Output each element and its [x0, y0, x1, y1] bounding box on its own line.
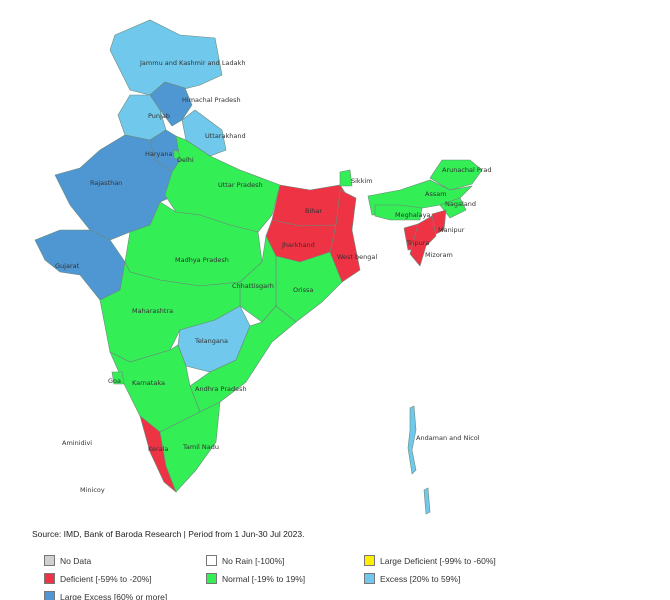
region-gujarat: [34, 229, 126, 301]
legend-label: Large Excess [60% or more]: [60, 591, 168, 600]
legend-item-no-rain: No Rain [-100%]: [206, 555, 284, 566]
region-sikkim: [339, 169, 353, 187]
legend-item-large-deficient: Large Deficient [-99% to -60%]: [364, 555, 496, 566]
region-label-tamil-nadu: Tamil Nadu: [182, 443, 219, 451]
region-label-punjab: Punjab: [148, 112, 170, 120]
region-label-telangana: Telangana: [194, 337, 228, 345]
legend-swatch: [364, 555, 375, 566]
region-label-haryana: Haryana: [145, 150, 172, 158]
region-karnataka: [109, 344, 201, 433]
source-note: Source: IMD, Bank of Baroda Research | P…: [32, 529, 305, 539]
region-label-orissa: Orissa: [293, 286, 313, 294]
legend-label: Large Deficient [-99% to -60%]: [380, 555, 496, 566]
legend-label: No Data: [60, 555, 92, 566]
region-label-andaman-and-nicol: Andaman and Nicol: [416, 434, 480, 442]
legend-label: Excess [20% to 59%]: [380, 573, 461, 584]
legend-swatch: [206, 555, 217, 566]
region-tamil-nadu: [159, 401, 221, 493]
legend-label: Deficient [-59% to -20%]: [60, 573, 152, 584]
region-label-madhya-pradesh: Madhya Pradesh: [175, 256, 229, 264]
region-label-aminidivi: Aminidivi: [62, 439, 92, 447]
region-andaman-and-nicol: [423, 487, 431, 515]
region-label-assam: Assam: [425, 190, 447, 198]
region-label-meghalaya: Meghalaya: [395, 211, 430, 219]
legend-item-large-excess: Large Excess [60% or more]: [44, 591, 167, 600]
legend-item-deficient: Deficient [-59% to -20%]: [44, 573, 152, 584]
region-label-jammu-and-kashmir-and-ladakh: Jammu and Kashmir and Ladakh: [139, 59, 245, 67]
region-mizoram: [409, 215, 437, 267]
region-meghalaya: [374, 204, 423, 221]
region-andhra-pradesh: [189, 305, 297, 413]
legend-item-normal: Normal [-19% to 19%]: [206, 573, 305, 584]
region-label-west-bengal: West bengal: [337, 253, 377, 261]
legend-swatch: [206, 573, 217, 584]
legend-swatch: [364, 573, 375, 584]
region-label-tripura: Tripura: [406, 239, 429, 247]
region-label-arunachal-prad: Arunachal Prad: [442, 166, 491, 174]
legend-label: No Rain [-100%]: [222, 555, 285, 566]
region-label-uttar-pradesh: Uttar Pradesh: [218, 181, 263, 189]
region-label-andhra-pradesh: Andhra Pradesh: [195, 385, 247, 393]
region-label-kerala: Kerala: [148, 445, 168, 453]
legend-item-excess: Excess [20% to 59%]: [364, 573, 460, 584]
region-label-nagaland: Nagaland: [445, 200, 476, 208]
region-andaman-and-nicol: [407, 405, 417, 475]
region-nagaland: [439, 197, 467, 219]
region-label-chhattisgarh: Chhattisgarh: [232, 282, 274, 290]
legend-swatch: [44, 573, 55, 584]
region-label-maharashtra: Maharashtra: [132, 307, 173, 315]
region-label-jharkhand: Jharkhand: [281, 241, 315, 249]
region-label-delhi: Delhi: [177, 156, 194, 164]
region-label-rajasthan: Rajasthan: [90, 179, 122, 187]
region-label-gujarat: Gujarat: [55, 262, 80, 270]
region-label-manipur: Manipur: [438, 226, 465, 234]
region-himachal-pradesh: [149, 81, 193, 127]
region-label-sikkim: Sikkim: [351, 177, 373, 185]
legend-item-no-data: No Data: [44, 555, 91, 566]
region-label-uttarakhand: Uttarakhand: [205, 132, 246, 140]
region-label-goa: Goa: [108, 377, 121, 385]
region-chhattisgarh: [239, 235, 277, 323]
legend-swatch: [44, 591, 55, 600]
legend-label: Normal [-19% to 19%]: [222, 573, 306, 584]
region-label-mizoram: Mizoram: [425, 251, 453, 259]
region-label-karnataka: Karnataka: [132, 379, 165, 387]
legend-swatch: [44, 555, 55, 566]
region-label-bihar: Bihar: [305, 207, 322, 215]
india-map: Jammu and Kashmir and Ladakh Himachal Pra…: [34, 19, 491, 515]
region-goa: [111, 371, 125, 385]
region-label-himachal-pradesh: Himachal Pradesh: [182, 96, 241, 104]
region-label-minicoy: Minicoy: [80, 486, 105, 494]
